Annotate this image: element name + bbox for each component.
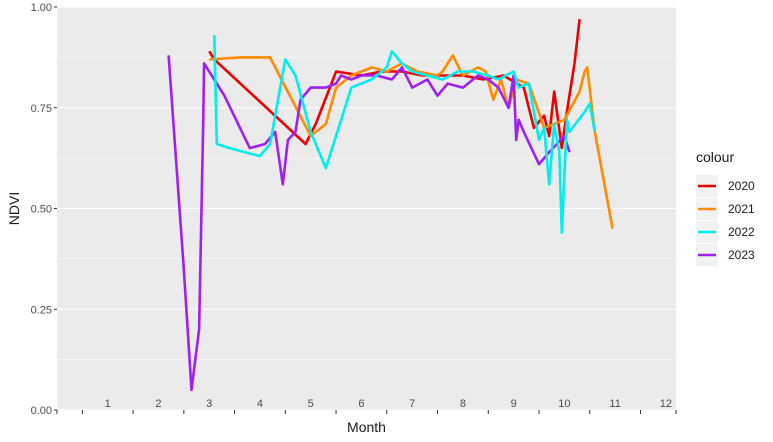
series-line-2020 <box>208 18 581 150</box>
x-tick-label: 6 <box>358 398 364 410</box>
y-tick-label: 0.00 <box>31 405 52 417</box>
x-tick-label: 7 <box>409 398 415 410</box>
x-tick-label: 8 <box>460 398 466 410</box>
x-tick-label: 2 <box>155 398 161 410</box>
legend-title: colour <box>696 149 734 165</box>
x-tick-label: 11 <box>609 398 620 410</box>
x-tick-label: 3 <box>206 398 212 410</box>
x-tick-label: 12 <box>660 398 672 410</box>
legend-label-2021: 2021 <box>728 202 755 216</box>
series-line-2023 <box>167 55 571 392</box>
legend-label-2022: 2022 <box>728 225 755 239</box>
x-tick-label: 5 <box>308 398 314 410</box>
x-tick-label: 9 <box>511 398 517 410</box>
y-tick-label: 0.25 <box>31 304 52 316</box>
x-tick-label: 4 <box>257 398 263 410</box>
legend-label-2020: 2020 <box>728 179 755 193</box>
y-tick-label: 0.75 <box>31 103 52 115</box>
y-tick-label: 0.50 <box>31 204 52 216</box>
y-axis-title: NDVI <box>6 192 22 225</box>
y-tick-label: 1.00 <box>31 2 52 14</box>
x-tick-label: 1 <box>105 398 111 410</box>
x-tick-label: 10 <box>558 398 570 410</box>
series-line-2021 <box>209 54 614 229</box>
x-axis-title: Month <box>347 419 386 435</box>
legend-label-2023: 2023 <box>728 248 755 262</box>
series-line-2022 <box>213 35 597 234</box>
